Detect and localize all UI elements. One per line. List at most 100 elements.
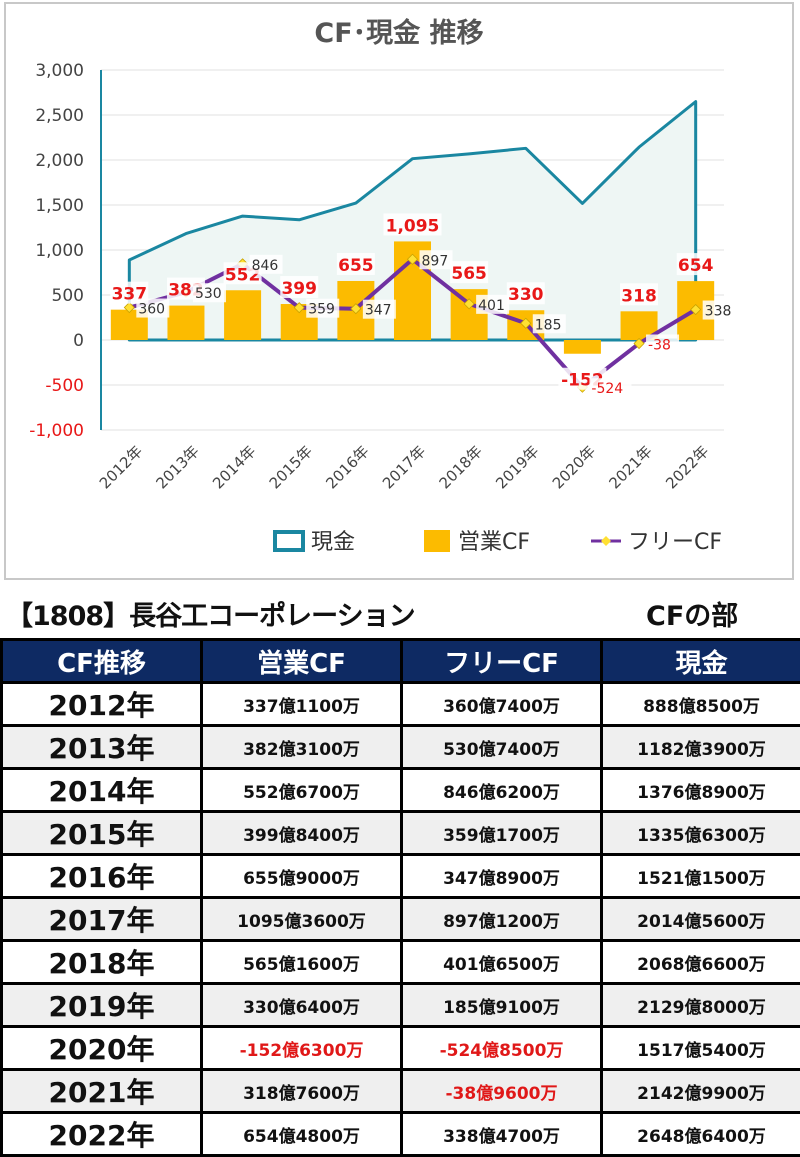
x-tick-label: 2018年 xyxy=(436,442,486,492)
year-cell: 2015年 xyxy=(2,812,202,855)
y-tick-label: 2,000 xyxy=(35,151,84,171)
operating-cf-cell: 565億1600万 xyxy=(202,941,402,984)
free-cf-cell: 338億4700万 xyxy=(402,1113,602,1156)
section-title: CFの部 xyxy=(646,594,738,633)
free-cf-label: 338 xyxy=(705,304,732,320)
cf-cash-chart: CF･現金 推移 3,000 2,500 2,000 1,500 1,000 500 0 -50… xyxy=(6,4,792,578)
operating-cf-label: 1,095 xyxy=(386,216,440,236)
cash-cell: 1335億6300万 xyxy=(602,812,800,855)
year-cell: 2019年 xyxy=(2,984,202,1027)
cash-cell: 2142億9900万 xyxy=(602,1070,800,1113)
free-cf-cell: 530億7400万 xyxy=(402,726,602,769)
legend-free-cf-marker xyxy=(601,536,611,546)
free-cf-label: 897 xyxy=(422,253,449,269)
legend-cash-label: 現金 xyxy=(311,530,355,555)
year-cell: 2020年 xyxy=(2,1027,202,1070)
x-tick-label: 2017年 xyxy=(379,442,429,492)
operating-cf-label: 399 xyxy=(281,279,317,299)
company-title: 【1808】長谷工コーポレーション xyxy=(6,594,415,633)
x-tick-label: 2022年 xyxy=(662,442,712,492)
operating-cf-label: 318 xyxy=(621,286,657,306)
year-cell: 2017年 xyxy=(2,898,202,941)
free-cf-label: 401 xyxy=(478,298,505,314)
year-cell: 2022年 xyxy=(2,1113,202,1156)
x-tick-label: 2019年 xyxy=(492,442,542,492)
free-cf-label: 846 xyxy=(252,258,279,274)
legend-operating-cf-swatch xyxy=(424,530,450,552)
y-tick-label: 500 xyxy=(52,286,84,306)
y-tick-label: 1,000 xyxy=(35,241,84,261)
operating-cf-cell: 382億3100万 xyxy=(202,726,402,769)
cash-cell: 888億8500万 xyxy=(602,683,800,726)
free-cf-label: 359 xyxy=(308,302,335,318)
header-operating-cf: 営業CF xyxy=(202,640,402,683)
x-tick-label: 2013年 xyxy=(152,442,202,492)
operating-cf-cell: 318億7600万 xyxy=(202,1070,402,1113)
free-cf-label: 185 xyxy=(535,317,562,333)
year-cell: 2014年 xyxy=(2,769,202,812)
operating-cf-cell: 337億1100万 xyxy=(202,683,402,726)
legend-operating-cf-label: 営業CF xyxy=(458,530,530,555)
x-tick-label: 2014年 xyxy=(209,442,259,492)
free-cf-cell: -38億9600万 xyxy=(402,1070,602,1113)
operating-cf-cell: 655億9000万 xyxy=(202,855,402,898)
free-cf-cell: 897億1200万 xyxy=(402,898,602,941)
operating-cf-cell: 1095億3600万 xyxy=(202,898,402,941)
year-cell: 2018年 xyxy=(2,941,202,984)
cash-cell: 1182億3900万 xyxy=(602,726,800,769)
free-cf-label: 360 xyxy=(138,302,165,318)
free-cf-cell: 359億1700万 xyxy=(402,812,602,855)
free-cf-cell: 347億8900万 xyxy=(402,855,602,898)
free-cf-label: -38 xyxy=(648,338,671,354)
y-tick-label: -1,000 xyxy=(29,421,84,441)
free-cf-label: -524 xyxy=(591,381,623,397)
operating-cf-cell: -152億6300万 xyxy=(202,1027,402,1070)
x-tick-label: 2012年 xyxy=(96,442,146,492)
header-cash: 現金 xyxy=(602,640,800,683)
y-tick-label: 3,000 xyxy=(35,61,84,81)
operating-cf-label: 565 xyxy=(451,264,487,284)
company-header: 【1808】長谷工コーポレーション CFの部 xyxy=(6,594,796,634)
cash-cell: 2648億6400万 xyxy=(602,1113,800,1156)
header-free-cf: フリーCF xyxy=(402,640,602,683)
free-cf-cell: 360億7400万 xyxy=(402,683,602,726)
legend-free-cf-label: フリーCF xyxy=(628,530,722,555)
y-tick-label: 0 xyxy=(73,331,84,351)
year-cell: 2021年 xyxy=(2,1070,202,1113)
header-cf-trend: CF推移 xyxy=(2,640,202,683)
operating-cf-bar xyxy=(224,290,261,340)
table-header-row: CF推移 営業CF フリーCF 現金 xyxy=(2,640,800,683)
chart-title: CF･現金 推移 xyxy=(314,17,483,49)
chart-frame: CF･現金 推移 3,000 2,500 2,000 1,500 1,000 500 0 -50… xyxy=(4,2,794,580)
operating-cf-cell: 399億8400万 xyxy=(202,812,402,855)
operating-cf-bar xyxy=(564,340,601,354)
free-cf-cell: 846億6200万 xyxy=(402,769,602,812)
y-tick-label: -500 xyxy=(45,376,84,396)
year-cell: 2012年 xyxy=(2,683,202,726)
cash-cell: 1521億1500万 xyxy=(602,855,800,898)
free-cf-cell: 185億9100万 xyxy=(402,984,602,1027)
operating-cf-bar xyxy=(167,306,204,340)
legend-cash-swatch xyxy=(275,532,303,550)
year-cell: 2016年 xyxy=(2,855,202,898)
operating-cf-label: 655 xyxy=(338,256,374,276)
operating-cf-cell: 330億6400万 xyxy=(202,984,402,1027)
cash-cell: 2129億8000万 xyxy=(602,984,800,1027)
cash-cell: 2068億6600万 xyxy=(602,941,800,984)
cash-cell: 1517億5400万 xyxy=(602,1027,800,1070)
y-tick-label: 1,500 xyxy=(35,196,84,216)
operating-cf-label: 654 xyxy=(678,256,714,276)
y-tick-label: 2,500 xyxy=(35,106,84,126)
operating-cf-label: 330 xyxy=(508,285,544,305)
